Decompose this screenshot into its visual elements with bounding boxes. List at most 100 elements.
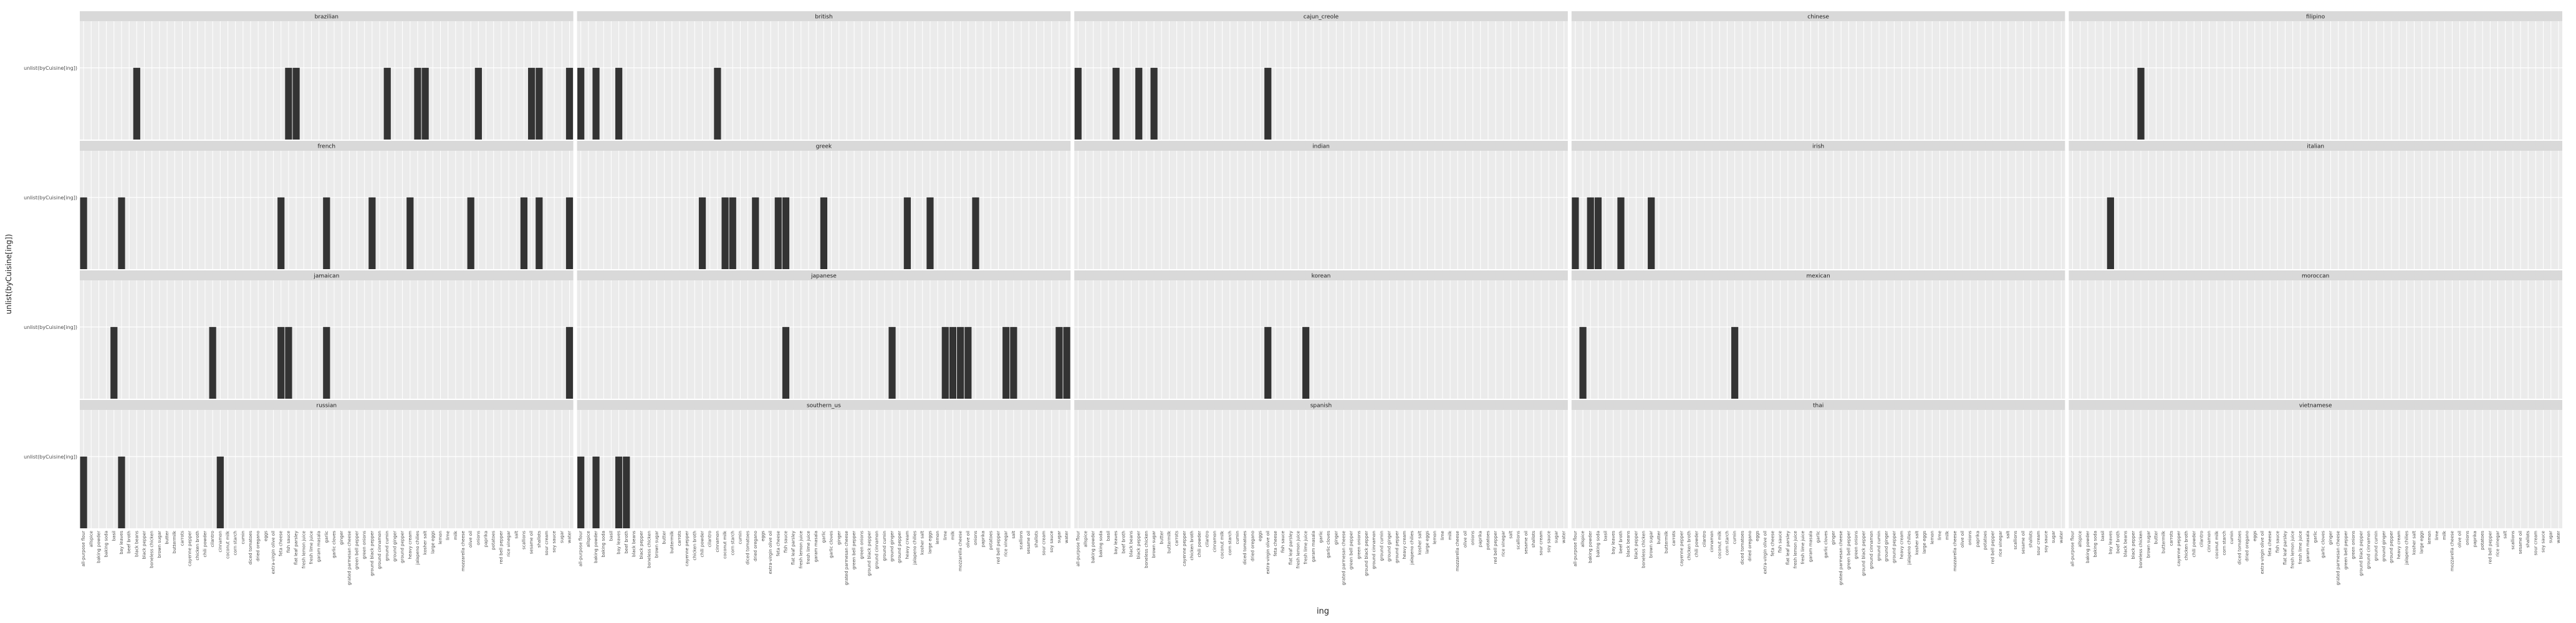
panel-brazilian: brazilian unlist(byCuisine[ing]) (24, 11, 574, 140)
x-tick-label: rice vinegar (1998, 531, 2003, 557)
x-tick-label: heavy cream (1900, 531, 1905, 559)
bar (80, 197, 87, 269)
x-tick-label: dried oregano (1250, 531, 1255, 561)
bar (1617, 197, 1625, 269)
facet-label: chinese (1807, 14, 1829, 21)
facet-strip (1571, 141, 2065, 151)
bar (467, 197, 474, 269)
bar (752, 197, 759, 269)
x-tick-label: brown sugar (2146, 531, 2151, 558)
bar (623, 456, 630, 528)
x-tick-label: cayenne pepper (2176, 531, 2181, 566)
x-tick-label: shallots (2526, 531, 2530, 548)
x-tick-label: onions (476, 531, 481, 545)
x-tick-label: bay leaves (617, 531, 622, 554)
bar (406, 197, 414, 269)
x-tick-label: red bell pepper (2487, 531, 2492, 564)
x-tick-label: extra-virgin olive oil (271, 531, 276, 574)
facet-label: moroccan (2302, 273, 2329, 280)
x-tick-label: all-purpose flour (2070, 531, 2075, 566)
x-tick-label: black beans (1626, 531, 1631, 557)
x-tick-label: scallions (1516, 531, 1521, 549)
x-tick-label: dried oregano (1747, 531, 1752, 561)
x-tick-label: red bell pepper (996, 531, 1001, 564)
x-tick-label: flat leaf parsley (1288, 531, 1293, 565)
x-tick-label: salt (2006, 531, 2011, 539)
x-tick-label: ground black pepper (1364, 531, 1369, 576)
x-tick-label: sesame oil (2021, 531, 2026, 554)
x-tick-label: extra-virgin olive oil (768, 531, 773, 574)
x-tick-label: ground cumin (385, 531, 390, 561)
x-tick-label: salt (514, 531, 519, 539)
x-tick-label: black pepper (1633, 531, 1638, 559)
x-tick-label: ground pepper (400, 531, 405, 563)
bar (368, 197, 376, 269)
x-tick-label: black beans (632, 531, 637, 557)
x-tick-label: black pepper (1137, 531, 1141, 559)
x-tick-labels: all-purpose flour allspice baking powder ba… (81, 530, 2561, 585)
x-tick-label: all-purpose flour (579, 531, 584, 566)
x-tick-label: fresh lemon juice (1295, 531, 1300, 568)
x-tick-label: lime (943, 531, 948, 540)
x-tick-label: onions (1968, 531, 1973, 545)
facet-strip (1074, 400, 1568, 410)
x-tick-label: ground pepper (1395, 531, 1400, 563)
x-tick-label: buttermilk (1166, 530, 1171, 553)
bar (285, 326, 292, 399)
x-tick-label: lemon (1930, 531, 1934, 545)
x-tick-label: brown sugar (1151, 531, 1156, 558)
panel-thai: thai (1571, 400, 2065, 528)
x-tick-label: ground pepper (2389, 531, 2394, 563)
x-tick-label: shallots (537, 531, 542, 548)
facet-strip (1074, 270, 1568, 280)
x-tick-label: garam masala (2305, 531, 2310, 562)
bar (941, 326, 949, 399)
bar (1572, 197, 1579, 269)
x-tick-label: carrots (180, 531, 185, 546)
panel-italian: italian (2069, 141, 2562, 269)
y-tick-label: unlist(byCuisine[ing]) (24, 454, 77, 460)
x-tick-label: garam masala (1808, 531, 1813, 562)
x-tick-label: eggs (1258, 531, 1263, 541)
x-tick-label: feta cheese (1273, 531, 1278, 556)
bar (383, 67, 391, 140)
x-tick-label: olive oil (1960, 531, 1965, 548)
x-tick-label: large eggs (1425, 531, 1430, 554)
x-tick-label: lemon (935, 531, 940, 545)
x-tick-label: buttermilk (2161, 530, 2166, 553)
x-tick-label: fresh lime juice (1800, 531, 1805, 564)
bar (782, 326, 790, 399)
x-tick-label: eggs (2252, 531, 2257, 541)
bar (536, 197, 543, 269)
x-tick-label: jalapeno chilies (415, 531, 420, 566)
x-tick-label: ground cumin (1877, 531, 1882, 561)
x-tick-label: coconut milk (723, 530, 728, 559)
bar (615, 456, 623, 528)
x-tick-label: lemon (2427, 531, 2432, 545)
x-tick-label: scallions (2511, 531, 2516, 549)
x-tick-label: cinnamon (218, 531, 223, 553)
bar (592, 456, 600, 528)
bar (421, 67, 429, 140)
bar (292, 67, 300, 140)
bar (820, 197, 828, 269)
facet-strip (1074, 141, 1568, 151)
x-tick-label: cumin (1733, 531, 1737, 545)
x-tick-label: eggs (263, 531, 268, 541)
x-tick-label: baking powder (96, 531, 101, 563)
x-tick-label: extra-virgin olive oil (2260, 531, 2265, 574)
x-tick-label: green bell pepper (2343, 531, 2348, 569)
x-tick-label: bay leaves (2108, 531, 2113, 554)
facet-strip (2069, 11, 2562, 21)
x-tick-label: black pepper (639, 531, 644, 559)
x-tick-label: ground ginger (1884, 531, 1889, 562)
bar (323, 197, 330, 269)
x-tick-label: brown sugar (157, 531, 162, 558)
x-tick-label: feta cheese (279, 531, 284, 556)
x-tick-label: mozzarella cheese (1455, 531, 1460, 571)
x-tick-label: shallots (1531, 531, 1536, 548)
x-tick-label: green onions (2351, 531, 2356, 559)
facet-label: filipino (2306, 14, 2325, 21)
x-tick-label: baking soda (2093, 531, 2098, 558)
x-tick-label: eggs (1755, 531, 1760, 541)
